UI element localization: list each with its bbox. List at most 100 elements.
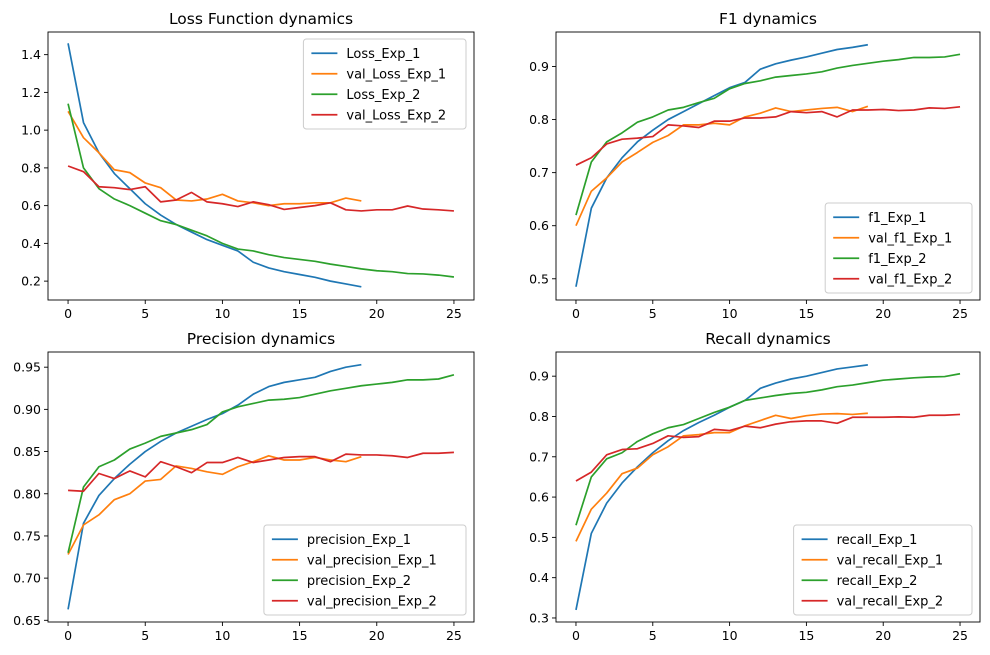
legend-entry: f1_Exp_2 <box>868 252 926 267</box>
legend-entry: recall_Exp_1 <box>837 533 918 548</box>
series-line-f1_Exp_2 <box>575 53 961 216</box>
y-tick-label: 0.8 <box>529 409 549 424</box>
series-line-val_recall_Exp_1 <box>575 412 868 542</box>
x-tick-label: 10 <box>722 306 738 321</box>
y-tick-label: 1.2 <box>21 85 41 100</box>
legend-entry: val_precision_Exp_2 <box>307 594 437 609</box>
y-tick-label: 0.9 <box>529 369 549 384</box>
x-tick-label: 5 <box>141 628 149 643</box>
legend-entry: Loss_Exp_1 <box>346 47 420 62</box>
x-tick-label: 15 <box>292 628 308 643</box>
legend-entry: val_f1_Exp_2 <box>868 272 952 287</box>
y-tick-label: 0.5 <box>529 271 549 286</box>
y-tick-label: 0.4 <box>21 236 41 251</box>
y-tick-label: 0.7 <box>529 165 549 180</box>
y-tick-label: 0.6 <box>529 218 549 233</box>
y-tick-label: 0.7 <box>529 449 549 464</box>
chart-panel-1: Loss Function dynamics 0 5 10 15 20 25 0.2 0.4 0.… <box>21 10 475 321</box>
x-tick-label: 10 <box>214 628 230 643</box>
y-tick-label: 0.8 <box>529 112 549 127</box>
x-tick-label: 20 <box>875 628 891 643</box>
y-tick-label: 0.75 <box>13 528 41 543</box>
x-tick-label: 20 <box>369 306 385 321</box>
x-tick-label: 15 <box>798 306 814 321</box>
plot-frame <box>47 31 475 301</box>
legend-entry: val_Loss_Exp_1 <box>346 67 446 82</box>
series-line-f1_Exp_1 <box>575 43 869 287</box>
legend-entry: val_recall_Exp_2 <box>837 594 944 609</box>
legend: precision_Exp_1 val_precision_Exp_1precis… <box>263 524 467 616</box>
y-tick-label: 0.85 <box>13 444 41 459</box>
series-line-val_f1_Exp_1 <box>575 105 869 227</box>
y-tick-label: 0.3 <box>529 610 549 625</box>
x-tick-label: 0 <box>64 306 72 321</box>
y-tick-label: 0.6 <box>529 490 549 505</box>
series-line-val_Loss_Exp_1 <box>67 110 362 207</box>
legend: f1_Exp_1 val_f1_Exp_1 f1_Exp_2 val_f1_Exp_2 <box>824 202 973 294</box>
y-tick-label: 0.9 <box>529 59 549 74</box>
plot-frame <box>47 351 475 623</box>
x-tick-label: 15 <box>292 306 308 321</box>
y-tick-label: 0.95 <box>13 360 41 375</box>
y-tick-label: 1.0 <box>21 123 41 138</box>
legend-box <box>824 202 973 294</box>
legend-box <box>793 524 973 616</box>
chart-panel-2: F1 dynamics 0 5 10 15 20 25 0.5 0.6 0.7 0.8 0.9 f1_E… <box>529 10 981 321</box>
series-line-precision_Exp_2 <box>67 373 455 554</box>
plot-frame <box>555 351 981 623</box>
legend-entry: recall_Exp_2 <box>837 574 918 589</box>
x-tick-label: 20 <box>875 306 891 321</box>
chart-title: Loss Function dynamics <box>169 10 353 28</box>
legend-entry: val_f1_Exp_1 <box>868 231 952 246</box>
series-line-precision_Exp_1 <box>67 363 362 610</box>
x-tick-label: 25 <box>952 306 968 321</box>
x-tick-label: 25 <box>446 306 462 321</box>
series-line-val_precision_Exp_2 <box>68 451 454 493</box>
y-tick-label: 0.8 <box>21 160 41 175</box>
x-tick-label: 15 <box>798 628 814 643</box>
legend-entry: precision_Exp_2 <box>307 574 411 589</box>
y-tick-label: 0.4 <box>529 570 549 585</box>
x-tick-label: 5 <box>649 306 657 321</box>
x-tick-label: 10 <box>214 306 230 321</box>
series-line-val_f1_Exp_2 <box>575 105 961 166</box>
x-tick-label: 5 <box>649 628 657 643</box>
x-tick-label: 0 <box>64 628 72 643</box>
chart-panel-3: Precision dynamics 0 5 10 15 20 25 0.65 0.70 0.75… <box>13 330 475 643</box>
legend-entry: precision_Exp_1 <box>307 533 411 548</box>
x-tick-label: 5 <box>141 306 149 321</box>
x-tick-label: 0 <box>572 628 580 643</box>
series-line-recall_Exp_2 <box>575 372 961 526</box>
series-line-Loss_Exp_2 <box>67 103 455 278</box>
series-line-val_Loss_Exp_2 <box>67 165 454 212</box>
y-tick-label: 0.5 <box>529 530 549 545</box>
series-line-val_recall_Exp_2 <box>575 413 961 482</box>
y-tick-label: 0.65 <box>13 613 41 628</box>
series-line-Loss_Exp_1 <box>67 43 362 288</box>
x-tick-label: 25 <box>952 628 968 643</box>
y-tick-label: 0.90 <box>13 402 41 417</box>
legend: recall_Exp_1 val_recall_Exp_1 recall_Exp_2… <box>793 524 973 616</box>
legend-entry: val_recall_Exp_1 <box>837 553 944 568</box>
chart-title: F1 dynamics <box>719 10 817 28</box>
x-tick-label: 20 <box>369 628 385 643</box>
y-tick-label: 0.80 <box>13 486 41 501</box>
x-tick-label: 0 <box>572 306 580 321</box>
legend: Loss_Exp_1 val_Loss_Exp_1 Loss_Exp_2 val_Lo… <box>302 38 467 130</box>
series-line-val_precision_Exp_1 <box>67 454 362 555</box>
chart-title: Recall dynamics <box>705 330 831 348</box>
chart-title: Precision dynamics <box>187 330 335 348</box>
legend-box <box>263 524 467 616</box>
legend-box <box>302 38 467 130</box>
legend-entry: val_Loss_Exp_2 <box>346 108 446 123</box>
legend-entry: Loss_Exp_2 <box>346 88 420 103</box>
x-tick-label: 10 <box>722 628 738 643</box>
y-tick-label: 0.2 <box>21 274 41 289</box>
y-tick-label: 0.6 <box>21 198 41 213</box>
legend-entry: f1_Exp_1 <box>868 211 926 226</box>
x-tick-label: 25 <box>446 628 462 643</box>
y-tick-label: 0.70 <box>13 571 41 586</box>
legend-entry: val_precision_Exp_1 <box>307 553 437 568</box>
chart-panel-4: Recall dynamics 0 5 10 15 20 25 0.3 0.4 0.5 0.6 0.7… <box>529 330 981 643</box>
